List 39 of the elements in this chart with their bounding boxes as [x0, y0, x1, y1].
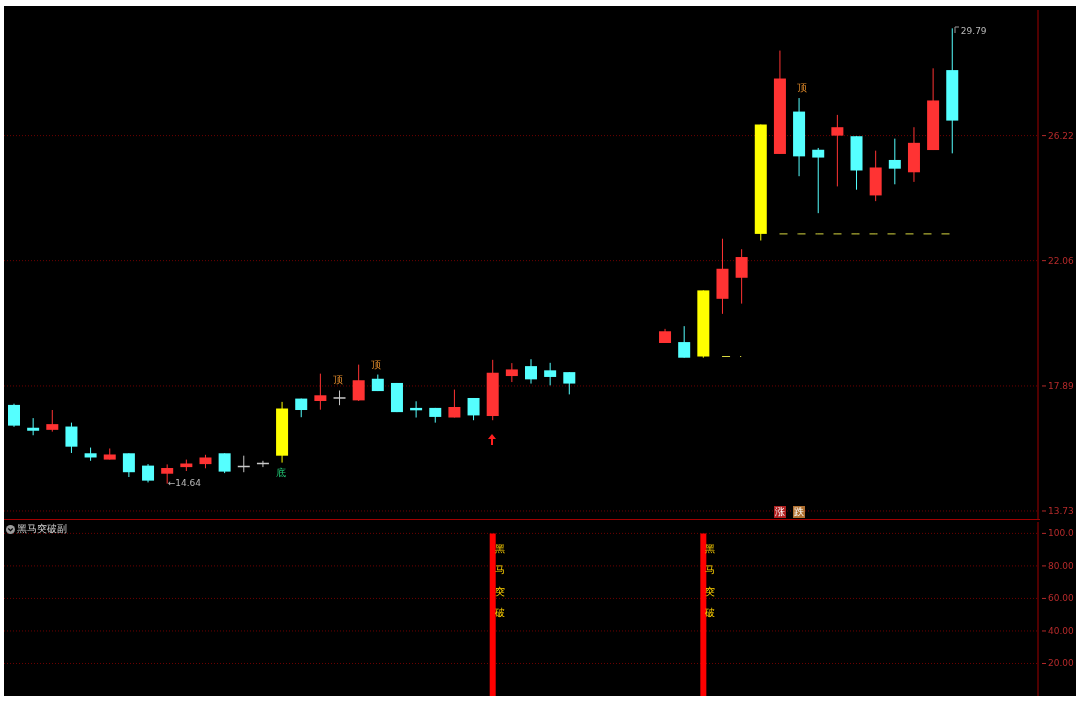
annotation: 29.79 — [960, 26, 987, 37]
candlestick — [352, 364, 365, 402]
y-tick-label: 13.73 — [1048, 505, 1074, 516]
candlestick — [46, 409, 59, 433]
y-tick-label: 22.06 — [1048, 255, 1075, 266]
candlestick — [563, 371, 576, 395]
candlestick — [65, 422, 78, 454]
candlestick — [27, 417, 40, 436]
y-tick-label: 100.0 — [1048, 528, 1075, 539]
candlestick — [525, 358, 537, 385]
y-tick-label: 40.00 — [1048, 625, 1075, 636]
y-tick-label: 20.00 — [1048, 658, 1075, 669]
annotation: 顶 — [796, 82, 807, 95]
candlestick — [505, 362, 518, 383]
candlestick — [888, 138, 901, 185]
y-tick-label: 17.89 — [1048, 380, 1075, 391]
y-tick-label: 80.00 — [1048, 560, 1075, 571]
candlestick — [8, 403, 20, 428]
annotation: 底 — [275, 466, 286, 479]
candlestick — [218, 452, 231, 474]
chart-title: 黑马突破副 — [17, 522, 67, 536]
candlestick — [142, 463, 155, 483]
annotation: 跌 — [792, 506, 805, 518]
annotation: 顶 — [371, 358, 382, 371]
candlestick — [812, 147, 825, 214]
annotation: ←14.64 — [167, 477, 202, 488]
annotation: 顶 — [333, 374, 344, 387]
candlestick — [122, 452, 135, 478]
candlestick — [314, 373, 327, 411]
annotation: 黑马突破 — [704, 536, 716, 620]
candlestick — [544, 362, 557, 386]
candlestick — [448, 389, 461, 419]
y-tick-label: 60.00 — [1048, 593, 1075, 604]
annotation: 涨 — [773, 506, 786, 518]
candlestick — [678, 325, 691, 359]
y-tick-label: 26.22 — [1048, 130, 1074, 141]
candlestick — [735, 248, 748, 305]
candlestick — [831, 114, 844, 187]
annotation: 黑马突破 — [494, 536, 506, 620]
